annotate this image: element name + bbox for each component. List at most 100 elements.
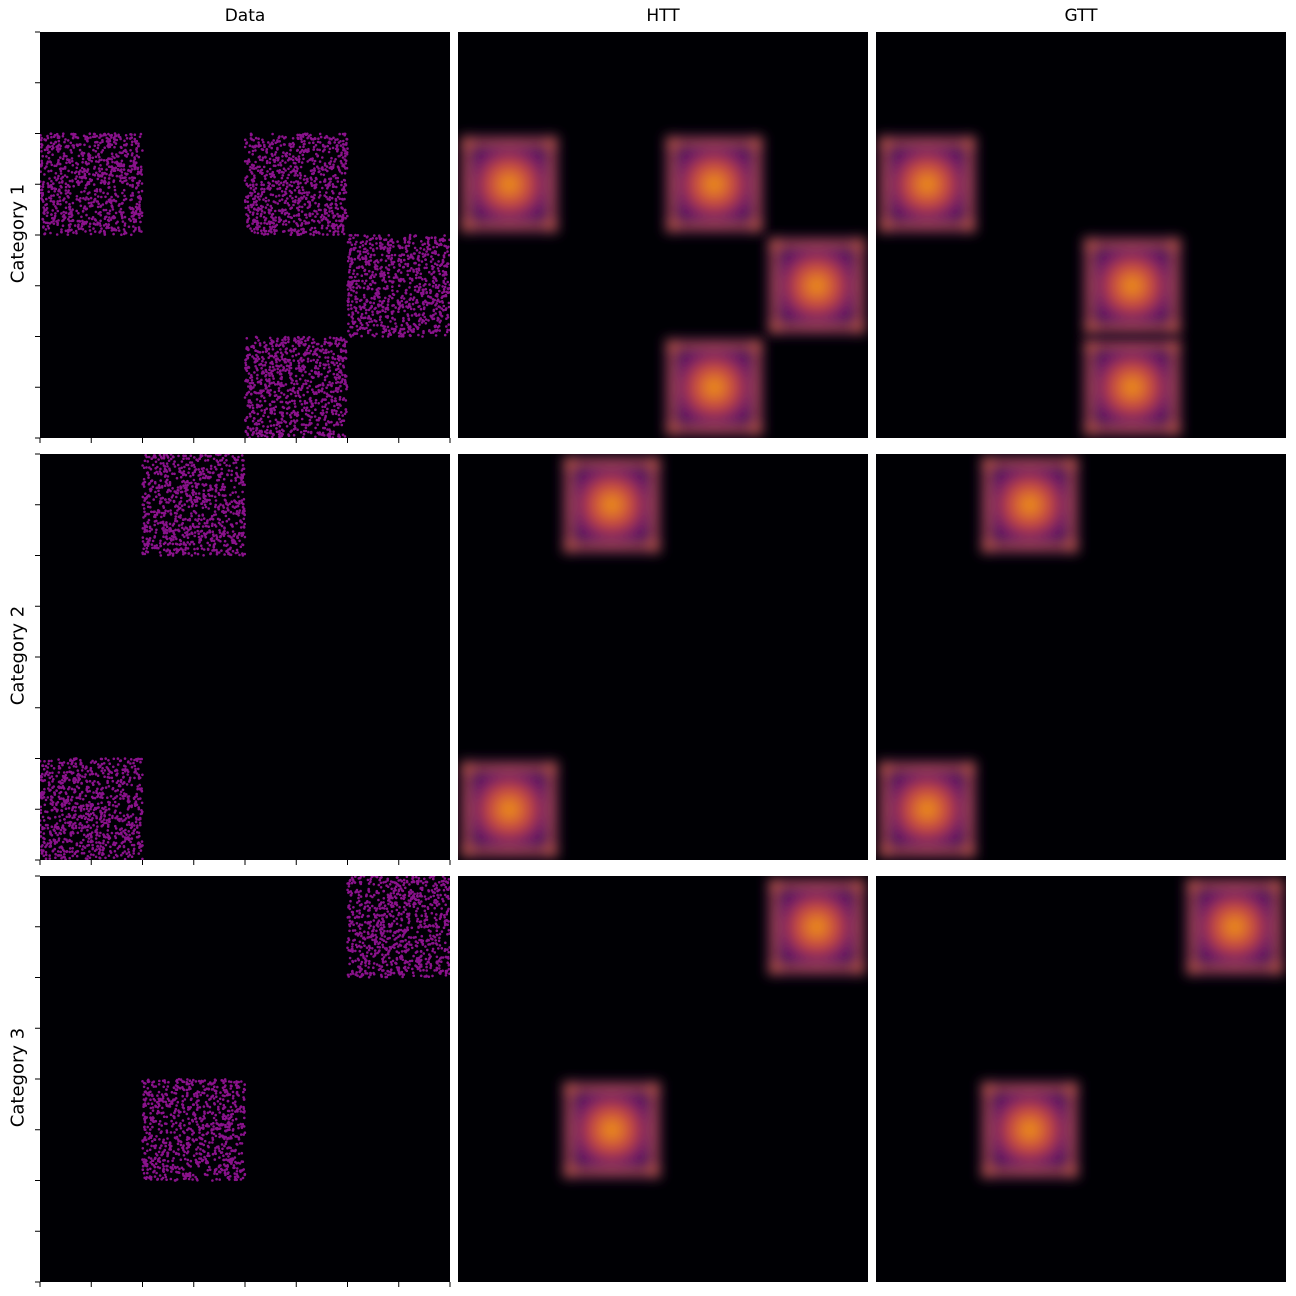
scatter-point xyxy=(160,511,164,515)
scatter-point xyxy=(101,203,105,206)
scatter-point xyxy=(297,342,300,346)
scatter-point xyxy=(94,150,98,153)
scatter-point xyxy=(336,225,340,229)
scatter-point xyxy=(272,424,276,427)
scatter-point xyxy=(301,408,304,412)
scatter-point xyxy=(181,533,185,537)
scatter-point xyxy=(273,225,277,229)
scatter-point xyxy=(222,477,226,481)
scatter-point xyxy=(392,293,396,297)
scatter-point xyxy=(263,211,266,214)
scatter-point xyxy=(324,351,328,355)
scatter-point xyxy=(346,214,349,218)
scatter-point xyxy=(342,191,346,195)
scatter-point xyxy=(100,788,103,791)
scatter-point xyxy=(394,327,397,331)
scatter-point xyxy=(93,198,96,202)
scatter-point xyxy=(208,529,211,532)
scatter-point xyxy=(138,216,141,219)
scatter-point xyxy=(432,313,435,317)
scatter-point xyxy=(340,151,343,155)
scatter-point xyxy=(284,161,287,164)
scatter-point xyxy=(447,301,450,305)
scatter-point xyxy=(174,519,177,523)
scatter-point xyxy=(215,454,218,456)
scatter-point xyxy=(432,245,435,249)
scatter-point xyxy=(104,133,107,137)
scatter-point xyxy=(81,161,84,164)
scatter-point xyxy=(114,827,118,830)
scatter-point xyxy=(325,165,329,168)
scatter-point xyxy=(251,149,255,153)
scatter-point xyxy=(351,317,355,320)
scatter-point xyxy=(153,544,156,548)
scatter-point xyxy=(371,243,374,247)
scatter-point xyxy=(363,282,367,285)
density-edge xyxy=(464,137,470,231)
scatter-point xyxy=(124,197,128,201)
scatter-point xyxy=(411,279,414,282)
scatter-point xyxy=(300,196,303,199)
scatter-point xyxy=(96,195,100,198)
scatter-point xyxy=(87,809,90,813)
scatter-point xyxy=(181,550,185,554)
scatter-point xyxy=(248,404,252,408)
scatter-point xyxy=(115,174,119,178)
scatter-point xyxy=(329,343,333,346)
scatter-point xyxy=(302,353,306,356)
scatter-point xyxy=(220,459,224,462)
scatter-point xyxy=(317,418,320,422)
scatter-point xyxy=(269,193,273,196)
scatter-point xyxy=(264,361,268,364)
scatter-point xyxy=(317,402,321,405)
scatter-point xyxy=(268,157,272,161)
scatter-point xyxy=(250,194,253,197)
scatter-point xyxy=(415,273,418,277)
scatter-point xyxy=(335,403,339,407)
scatter-point xyxy=(257,391,261,395)
scatter-point xyxy=(260,420,264,424)
scatter-point xyxy=(46,224,50,228)
scatter-point xyxy=(274,418,278,422)
density-core xyxy=(667,340,762,434)
scatter-point xyxy=(186,518,190,522)
scatter-point xyxy=(300,223,304,226)
scatter-point xyxy=(75,209,78,213)
scatter-point xyxy=(245,369,249,373)
scatter-point xyxy=(382,287,386,290)
scatter-point xyxy=(269,204,273,208)
scatter-point xyxy=(279,400,283,404)
scatter-point xyxy=(398,329,402,333)
scatter-point xyxy=(130,176,134,179)
scatter-point xyxy=(332,336,336,340)
scatter-point xyxy=(373,275,376,278)
scatter-point xyxy=(210,514,214,518)
scatter-point xyxy=(225,459,228,462)
density-edge xyxy=(1085,324,1180,331)
scatter-point xyxy=(334,138,337,142)
scatter-point xyxy=(190,481,193,485)
scatter-point xyxy=(249,133,253,137)
scatter-point xyxy=(327,363,330,366)
scatter-point xyxy=(318,432,321,436)
scatter-point xyxy=(130,233,133,237)
scatter-point xyxy=(96,173,100,176)
scatter-point xyxy=(330,202,334,205)
scatter-point xyxy=(55,774,58,778)
scatter-point xyxy=(261,148,265,151)
scatter-point xyxy=(180,504,184,507)
scatter-point xyxy=(289,373,292,377)
scatter-point xyxy=(431,251,434,254)
scatter-point xyxy=(233,499,237,503)
scatter-point xyxy=(251,409,255,413)
scatter-point xyxy=(316,140,320,144)
scatter-point xyxy=(130,140,134,144)
scatter-point xyxy=(321,431,325,435)
scatter-point xyxy=(306,200,310,204)
scatter-point xyxy=(271,362,274,366)
scatter-point xyxy=(311,212,314,216)
scatter-point xyxy=(70,171,74,174)
scatter-point xyxy=(324,403,328,406)
scatter-point xyxy=(147,473,150,477)
scatter-point xyxy=(336,364,340,368)
